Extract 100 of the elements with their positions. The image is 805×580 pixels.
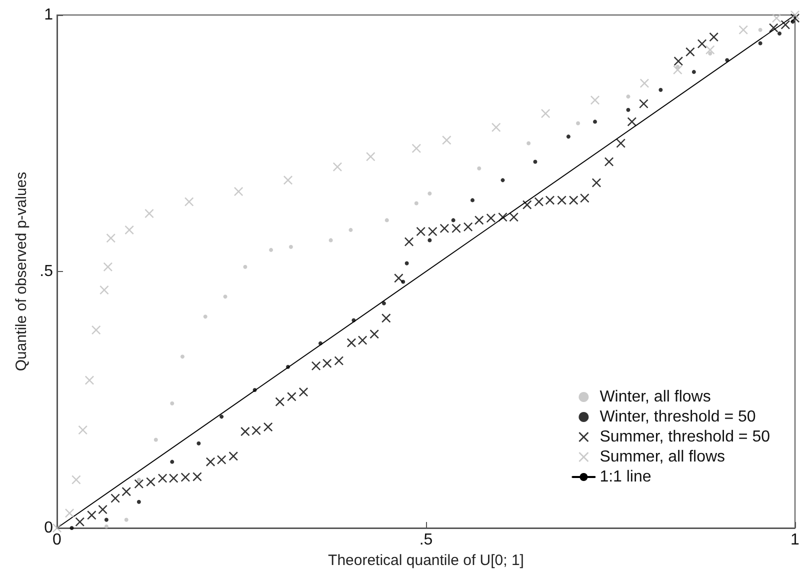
point bbox=[348, 228, 353, 232]
legend-label: 1:1 line bbox=[600, 468, 652, 486]
point bbox=[252, 388, 257, 392]
point bbox=[394, 274, 404, 283]
point bbox=[474, 216, 484, 225]
point bbox=[158, 474, 168, 483]
point bbox=[545, 196, 554, 205]
point bbox=[382, 301, 386, 306]
point bbox=[626, 108, 630, 112]
point bbox=[384, 218, 389, 222]
point bbox=[590, 96, 600, 105]
point bbox=[428, 238, 432, 242]
point bbox=[500, 178, 505, 182]
point bbox=[65, 508, 74, 518]
point bbox=[287, 392, 296, 402]
point bbox=[416, 226, 426, 236]
point bbox=[286, 364, 290, 369]
point bbox=[352, 318, 356, 322]
point bbox=[566, 134, 570, 139]
point bbox=[100, 285, 109, 294]
point bbox=[223, 294, 228, 299]
point bbox=[627, 117, 636, 126]
point bbox=[318, 341, 322, 346]
point bbox=[604, 157, 614, 166]
point bbox=[533, 160, 538, 164]
point bbox=[103, 262, 112, 272]
point bbox=[206, 457, 216, 466]
point bbox=[492, 122, 501, 132]
point bbox=[708, 51, 712, 56]
point bbox=[170, 401, 174, 406]
point bbox=[104, 524, 108, 528]
point bbox=[758, 41, 762, 46]
point bbox=[124, 518, 128, 522]
point bbox=[557, 196, 566, 205]
point bbox=[509, 212, 518, 222]
point bbox=[404, 261, 409, 266]
point bbox=[758, 28, 762, 32]
point bbox=[104, 518, 108, 522]
point bbox=[134, 479, 144, 488]
point bbox=[322, 358, 332, 368]
point bbox=[738, 25, 748, 34]
point bbox=[288, 244, 293, 249]
point bbox=[382, 314, 391, 323]
point bbox=[428, 226, 438, 236]
point bbox=[526, 141, 531, 146]
point bbox=[698, 39, 707, 48]
point bbox=[146, 477, 156, 486]
point bbox=[452, 224, 461, 233]
point bbox=[640, 78, 649, 88]
x-tick-label: 1 bbox=[790, 532, 800, 548]
point bbox=[144, 209, 154, 218]
point bbox=[328, 238, 333, 242]
x-axis-title: Theoretical quantile of U[0; 1] bbox=[328, 552, 524, 569]
point bbox=[78, 426, 88, 435]
point bbox=[440, 224, 449, 233]
point bbox=[428, 192, 432, 196]
point bbox=[706, 45, 715, 54]
point bbox=[136, 500, 141, 504]
point bbox=[464, 222, 473, 232]
point bbox=[470, 198, 474, 202]
point bbox=[240, 427, 250, 436]
point bbox=[264, 422, 273, 432]
point bbox=[275, 397, 284, 406]
point bbox=[442, 136, 452, 145]
point bbox=[486, 214, 496, 223]
point bbox=[312, 361, 321, 370]
point bbox=[92, 325, 101, 334]
point bbox=[780, 20, 790, 30]
point bbox=[106, 234, 116, 243]
y-tick-label: 0 bbox=[44, 520, 54, 536]
point bbox=[346, 338, 356, 348]
point bbox=[658, 88, 663, 92]
point bbox=[87, 510, 96, 520]
point bbox=[412, 144, 421, 153]
point bbox=[136, 478, 141, 482]
point bbox=[674, 56, 683, 66]
point bbox=[122, 487, 131, 496]
point bbox=[725, 58, 730, 62]
legend-label: Winter, threshold = 50 bbox=[600, 408, 756, 426]
x-tick-label: .5 bbox=[419, 532, 433, 548]
point bbox=[769, 23, 778, 32]
point bbox=[477, 166, 482, 170]
legend-label: Summer, all flows bbox=[600, 448, 726, 466]
point bbox=[366, 152, 376, 162]
point bbox=[184, 197, 194, 206]
point bbox=[170, 460, 174, 464]
point bbox=[534, 197, 544, 206]
point bbox=[686, 47, 695, 56]
point bbox=[592, 178, 601, 188]
point bbox=[334, 356, 344, 366]
point bbox=[180, 472, 190, 482]
point bbox=[626, 94, 630, 99]
point bbox=[414, 201, 418, 206]
point bbox=[124, 225, 134, 234]
point bbox=[576, 121, 580, 126]
y-tick-label: .5 bbox=[40, 263, 54, 280]
y-tick-label: 1 bbox=[44, 6, 54, 24]
point bbox=[370, 330, 379, 339]
point bbox=[358, 336, 368, 345]
point bbox=[243, 264, 248, 269]
